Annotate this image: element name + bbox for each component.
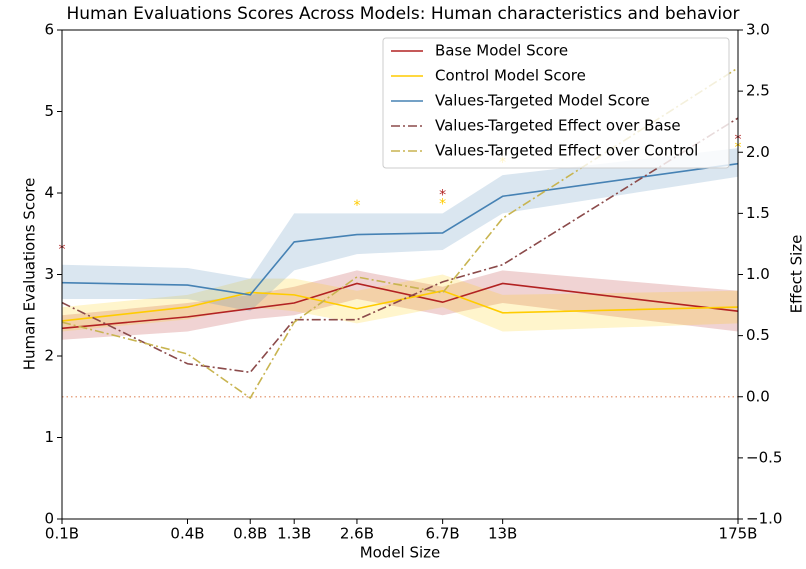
significance-marker: *: [353, 198, 360, 214]
confidence-band: [62, 274, 738, 332]
legend-label: Values-Targeted Effect over Base: [435, 117, 681, 135]
y2-tick-label: 2.0: [746, 143, 770, 161]
legend-label: Control Model Score: [435, 67, 586, 85]
series-line: [61, 289, 739, 322]
x-tick-label: 0.4B: [170, 525, 204, 543]
y2-tick-label: 2.5: [746, 82, 770, 100]
legend-label: Base Model Score: [435, 42, 568, 60]
series-line: [61, 117, 739, 374]
y-tick-label: 5: [44, 102, 54, 120]
y2-tick-label: −0.5: [746, 448, 782, 466]
legend-box: [382, 37, 730, 169]
significance-marker: *: [439, 187, 446, 203]
y2-tick-label: 0.5: [746, 326, 770, 344]
y-tick-label: 6: [44, 21, 54, 39]
y-tick-label: 4: [44, 184, 54, 202]
y-tick-label: 2: [44, 347, 54, 365]
x-tick-label: 2.6B: [340, 525, 374, 543]
y2-tick-label: 3.0: [746, 21, 770, 39]
x-tick-label: 0.8B: [233, 525, 267, 543]
legend-label: Values-Targeted Model Score: [435, 92, 650, 110]
y-tick-label: 1: [44, 428, 54, 446]
y2-tick-label: 1.5: [746, 204, 770, 222]
y-tick-label: 3: [44, 265, 54, 283]
confidence-band: [62, 270, 738, 340]
x-tick-label: 6.7B: [426, 525, 460, 543]
chart-title: Human Evaluations Scores Across Models: …: [66, 4, 739, 24]
confidence-band: [62, 148, 738, 312]
y-tick-label: 0: [44, 510, 54, 528]
x-tick-label: 0.1B: [45, 525, 79, 543]
x-axis-label: Model Size: [360, 544, 441, 562]
y-axis-label: Human Evaluations Score: [21, 178, 39, 371]
y2-axis-label: Effect Size: [788, 235, 806, 314]
x-tick-label: 1.3B: [277, 525, 311, 543]
x-tick-label: 13B: [488, 525, 517, 543]
y2-tick-label: 1.0: [746, 265, 770, 283]
series-line: [61, 162, 739, 296]
series-line: [61, 282, 739, 330]
significance-marker: *: [439, 196, 446, 212]
y2-tick-label: −1.0: [746, 510, 782, 528]
x-tick-label: 175B: [719, 525, 758, 543]
series-line: [61, 67, 739, 400]
legend-label: Values-Targeted Effect over Control: [435, 142, 698, 160]
y2-tick-label: 0.0: [746, 387, 770, 405]
